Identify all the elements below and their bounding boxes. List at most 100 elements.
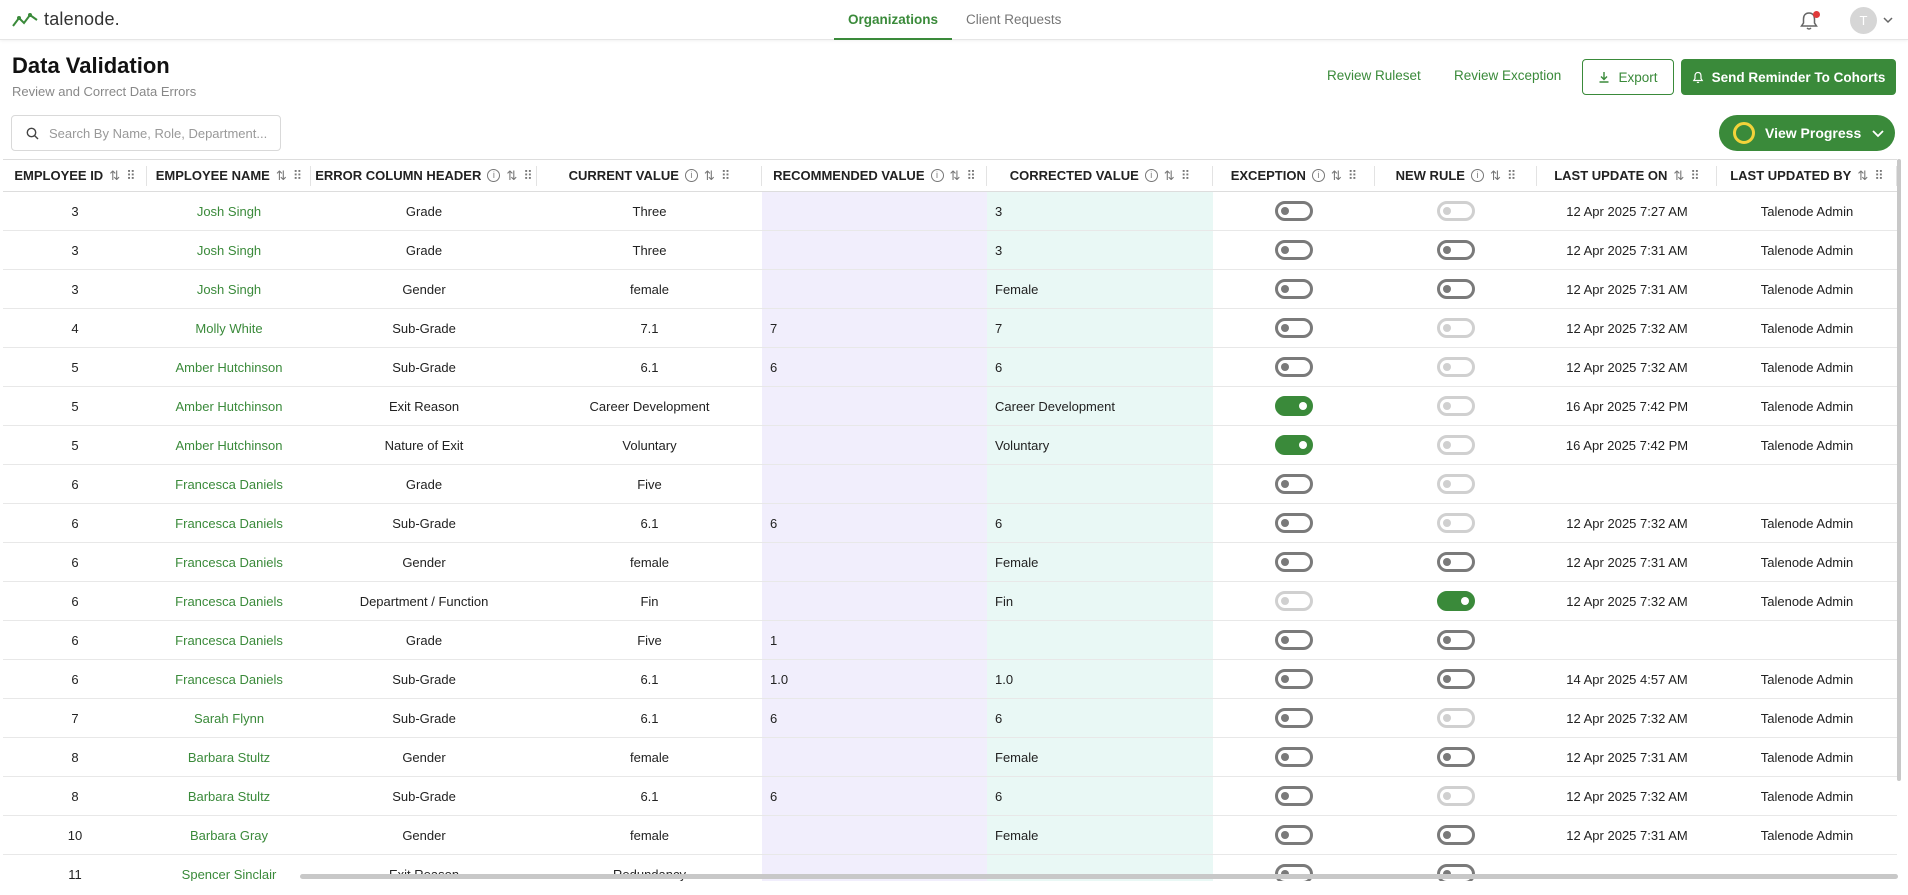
column-header[interactable]: RECOMMENDED VALUE i ⇅ ⠿: [762, 159, 987, 192]
current-value-cell[interactable]: 6.1: [537, 659, 762, 699]
current-value-cell[interactable]: Voluntary: [537, 425, 762, 465]
current-value-cell[interactable]: female: [537, 737, 762, 777]
current-value-cell[interactable]: female: [537, 269, 762, 309]
exception-toggle[interactable]: [1275, 786, 1313, 806]
vertical-scrollbar[interactable]: [1897, 159, 1901, 781]
current-value-cell[interactable]: 6.1: [537, 776, 762, 816]
column-header[interactable]: EMPLOYEE ID ⇅ ⠿: [3, 159, 147, 192]
corrected-value-cell[interactable]: Female: [987, 269, 1213, 309]
recommended-value-cell[interactable]: [762, 425, 987, 465]
exception-toggle[interactable]: [1275, 630, 1313, 650]
employee-name-cell[interactable]: Francesca Daniels: [147, 464, 311, 504]
corrected-value-cell[interactable]: 6: [987, 698, 1213, 738]
drag-handle-icon[interactable]: ⠿: [1180, 167, 1191, 183]
corrected-value-cell[interactable]: Female: [987, 737, 1213, 777]
recommended-value-cell[interactable]: 1: [762, 620, 987, 660]
current-value-cell[interactable]: Five: [537, 464, 762, 504]
corrected-value-cell[interactable]: 6: [987, 776, 1213, 816]
employee-name-cell[interactable]: Josh Singh: [147, 191, 311, 231]
column-header[interactable]: NEW RULE i ⇅ ⠿: [1375, 159, 1537, 192]
review-ruleset-button[interactable]: Review Ruleset: [1327, 68, 1421, 83]
corrected-value-cell[interactable]: Career Development: [987, 386, 1213, 426]
exception-toggle[interactable]: [1275, 513, 1313, 533]
new-rule-toggle[interactable]: [1437, 240, 1475, 260]
view-progress-button[interactable]: View Progress: [1719, 115, 1895, 151]
employee-name-cell[interactable]: Francesca Daniels: [147, 542, 311, 582]
new-rule-toggle[interactable]: [1437, 747, 1475, 767]
info-icon[interactable]: i: [930, 169, 944, 182]
current-value-cell[interactable]: female: [537, 542, 762, 582]
drag-handle-icon[interactable]: ⠿: [126, 167, 136, 183]
corrected-value-cell[interactable]: Female: [987, 815, 1213, 855]
exception-toggle[interactable]: [1275, 435, 1313, 455]
column-header[interactable]: EXCEPTION i ⇅ ⠿: [1213, 159, 1375, 192]
new-rule-toggle[interactable]: [1437, 825, 1475, 845]
column-header[interactable]: ERROR COLUMN HEADER i ⇅ ⠿: [311, 159, 537, 192]
recommended-value-cell[interactable]: 7: [762, 308, 987, 348]
corrected-value-cell[interactable]: 1.0: [987, 659, 1213, 699]
drag-handle-icon[interactable]: ⠿: [292, 167, 303, 183]
current-value-cell[interactable]: Three: [537, 191, 762, 231]
employee-name-cell[interactable]: Francesca Daniels: [147, 581, 311, 621]
exception-toggle[interactable]: [1275, 201, 1313, 221]
chevron-down-icon[interactable]: [1882, 14, 1894, 26]
corrected-value-cell[interactable]: [987, 620, 1213, 660]
recommended-value-cell[interactable]: [762, 581, 987, 621]
recommended-value-cell[interactable]: [762, 269, 987, 309]
sort-icon[interactable]: ⇅: [109, 167, 121, 183]
employee-name-cell[interactable]: Francesca Daniels: [147, 620, 311, 660]
exception-toggle[interactable]: [1275, 396, 1313, 416]
column-header[interactable]: LAST UPDATE ON ⇅ ⠿: [1537, 159, 1717, 192]
recommended-value-cell[interactable]: [762, 815, 987, 855]
new-rule-toggle[interactable]: [1437, 669, 1475, 689]
sort-icon[interactable]: ⇅: [1163, 167, 1175, 183]
drag-handle-icon[interactable]: ⠿: [966, 167, 976, 183]
current-value-cell[interactable]: 6.1: [537, 347, 762, 387]
exception-toggle[interactable]: [1275, 552, 1313, 572]
exception-toggle[interactable]: [1275, 240, 1313, 260]
recommended-value-cell[interactable]: 6: [762, 776, 987, 816]
export-button[interactable]: Export: [1582, 59, 1674, 95]
new-rule-toggle[interactable]: [1437, 552, 1475, 572]
drag-handle-icon[interactable]: ⠿: [1347, 167, 1358, 183]
corrected-value-cell[interactable]: [987, 464, 1213, 504]
current-value-cell[interactable]: Fin: [537, 581, 762, 621]
app-logo[interactable]: talenode.: [12, 9, 120, 30]
corrected-value-cell[interactable]: 3: [987, 191, 1213, 231]
recommended-value-cell[interactable]: [762, 464, 987, 504]
current-value-cell[interactable]: Career Development: [537, 386, 762, 426]
current-value-cell[interactable]: 6.1: [537, 503, 762, 543]
sort-icon[interactable]: ⇅: [1330, 167, 1342, 183]
current-value-cell[interactable]: female: [537, 815, 762, 855]
new-rule-toggle[interactable]: [1437, 591, 1475, 611]
employee-name-cell[interactable]: Spencer Sinclair: [147, 854, 311, 881]
sort-icon[interactable]: ⇅: [1489, 167, 1501, 183]
employee-name-cell[interactable]: Josh Singh: [147, 230, 311, 270]
sort-icon[interactable]: ⇅: [703, 167, 715, 183]
drag-handle-icon[interactable]: ⠿: [523, 167, 533, 183]
column-header[interactable]: EMPLOYEE NAME ⇅ ⠿: [147, 159, 311, 192]
corrected-value-cell[interactable]: Fin: [987, 581, 1213, 621]
employee-name-cell[interactable]: Barbara Gray: [147, 815, 311, 855]
recommended-value-cell[interactable]: 6: [762, 698, 987, 738]
corrected-value-cell[interactable]: 7: [987, 308, 1213, 348]
exception-toggle[interactable]: [1275, 825, 1313, 845]
drag-handle-icon[interactable]: ⠿: [1506, 167, 1517, 183]
employee-name-cell[interactable]: Molly White: [147, 308, 311, 348]
sort-icon[interactable]: ⇅: [506, 167, 518, 183]
current-value-cell[interactable]: 7.1: [537, 308, 762, 348]
drag-handle-icon[interactable]: ⠿: [720, 167, 731, 183]
corrected-value-cell[interactable]: Voluntary: [987, 425, 1213, 465]
drag-handle-icon[interactable]: ⠿: [1874, 167, 1884, 183]
current-value-cell[interactable]: Three: [537, 230, 762, 270]
avatar[interactable]: T: [1850, 7, 1877, 34]
horizontal-scrollbar[interactable]: [300, 874, 1898, 879]
notification-bell-icon[interactable]: [1798, 10, 1820, 32]
recommended-value-cell[interactable]: [762, 230, 987, 270]
corrected-value-cell[interactable]: Female: [987, 542, 1213, 582]
employee-name-cell[interactable]: Barbara Stultz: [147, 737, 311, 777]
column-header[interactable]: CORRECTED VALUE i ⇅ ⠿: [987, 159, 1213, 192]
info-icon[interactable]: i: [487, 169, 501, 182]
employee-name-cell[interactable]: Francesca Daniels: [147, 659, 311, 699]
recommended-value-cell[interactable]: [762, 386, 987, 426]
